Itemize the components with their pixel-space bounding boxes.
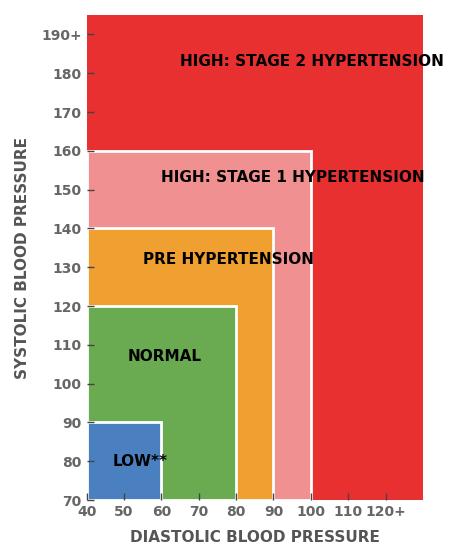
X-axis label: DIASTOLIC BLOOD PRESSURE: DIASTOLIC BLOOD PRESSURE [130, 530, 380, 545]
Text: HIGH: STAGE 1 HYPERTENSION: HIGH: STAGE 1 HYPERTENSION [162, 170, 425, 185]
Bar [86, 151, 311, 500]
Bar [86, 228, 274, 500]
Text: NORMAL: NORMAL [128, 349, 202, 364]
Y-axis label: SYSTOLIC BLOOD PRESSURE: SYSTOLIC BLOOD PRESSURE [15, 137, 30, 379]
Bar [86, 306, 236, 500]
Text: HIGH: STAGE 2 HYPERTENSION: HIGH: STAGE 2 HYPERTENSION [180, 54, 444, 69]
Text: LOW**: LOW** [113, 454, 168, 469]
Text: PRE HYPERTENSION: PRE HYPERTENSION [143, 252, 314, 267]
Bar [86, 422, 162, 500]
